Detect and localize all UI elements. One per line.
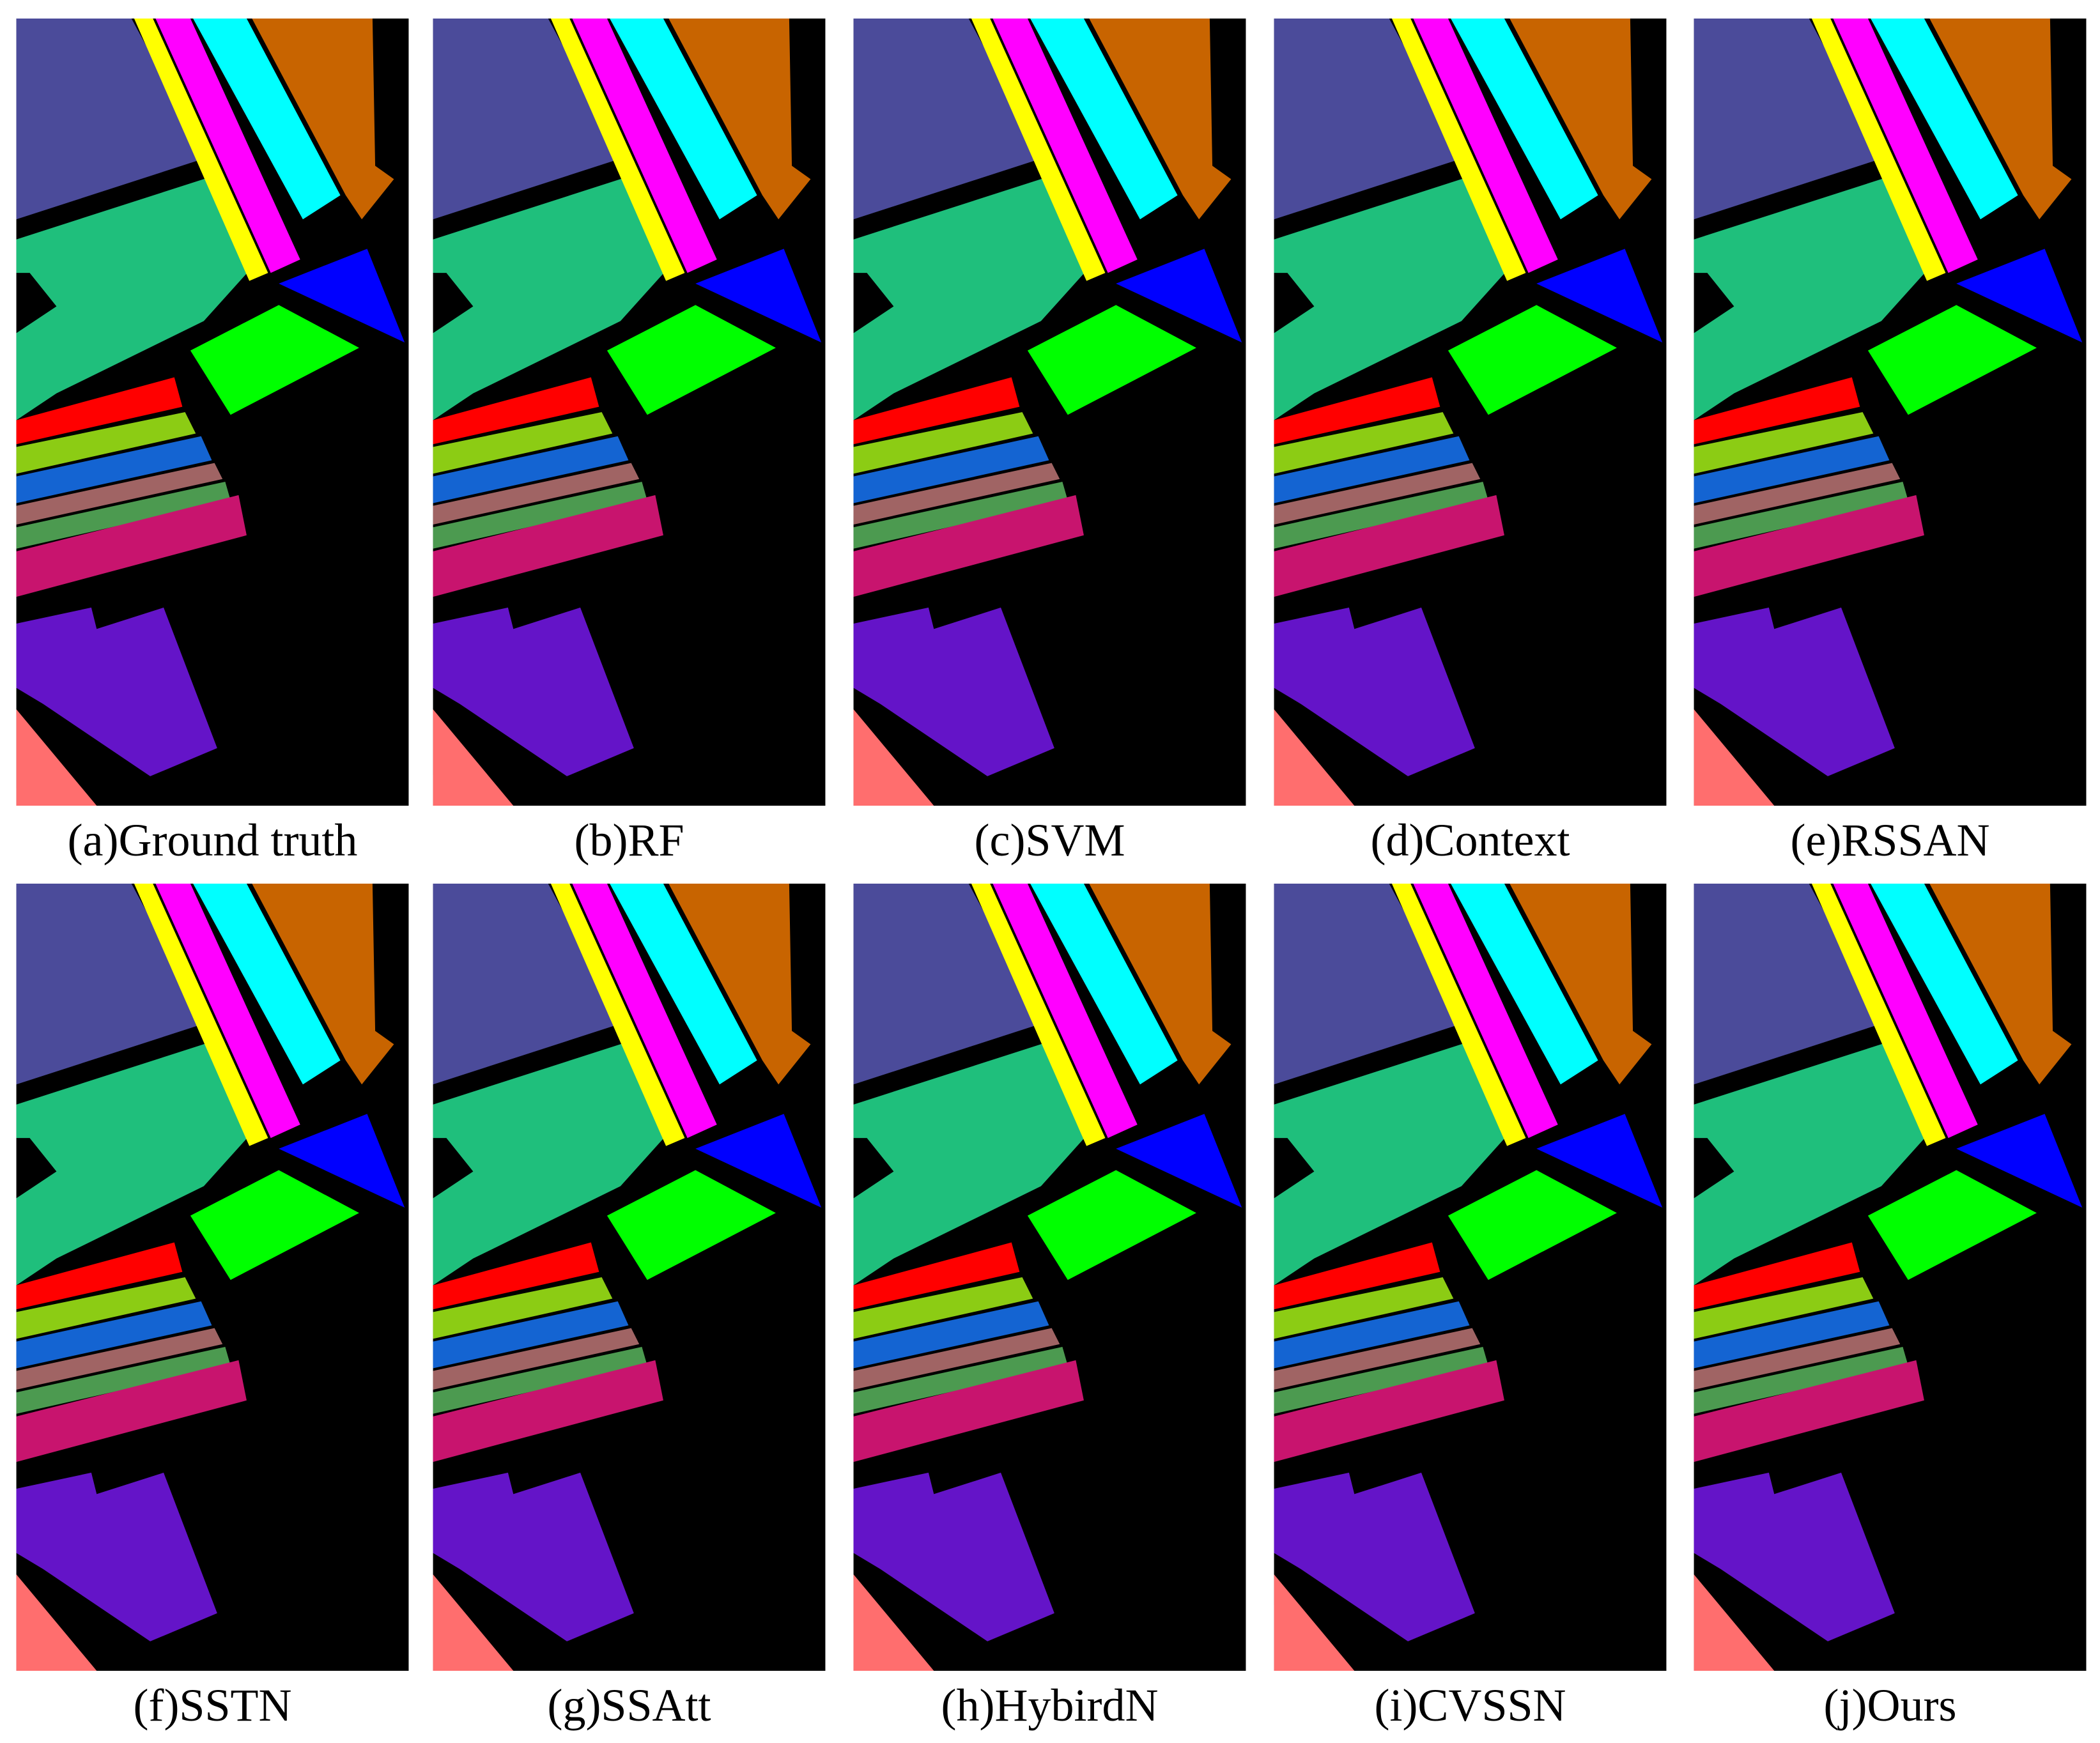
caption: (c)SVM	[975, 815, 1125, 866]
classification-map	[1274, 884, 1667, 1671]
caption: (b)RF	[574, 815, 684, 866]
classification-map	[853, 19, 1246, 806]
classification-map	[433, 19, 826, 806]
classification-map	[433, 884, 826, 1671]
caption: (i)CVSSN	[1374, 1680, 1566, 1731]
classification-map	[16, 19, 409, 806]
caption: (j)Ours	[1824, 1680, 1957, 1731]
caption: (d)Context	[1371, 815, 1570, 866]
classification-map	[1694, 884, 2087, 1671]
caption: (e)RSSAN	[1790, 815, 1989, 866]
classification-map	[1694, 19, 2087, 806]
caption: (a)Ground truth	[68, 815, 358, 866]
caption: (g)SSAtt	[547, 1680, 711, 1731]
classification-map	[853, 884, 1246, 1671]
classification-map	[16, 884, 409, 1671]
classification-map	[1274, 19, 1667, 806]
caption: (h)HybirdN	[941, 1680, 1159, 1731]
caption: (f)SSTN	[134, 1680, 292, 1731]
